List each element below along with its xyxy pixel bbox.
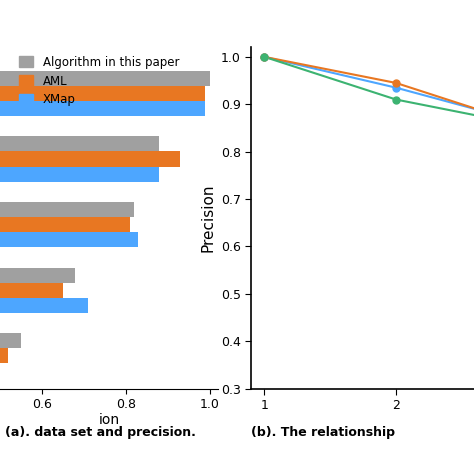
Bar: [0, 298, 88, 313]
Bar: [0, 86, 205, 101]
Bar: [0, 232, 138, 247]
Bar: [0, 283, 63, 298]
Text: (a). data set and precision.: (a). data set and precision.: [5, 426, 196, 439]
Bar: [0, 137, 159, 151]
Bar: [0, 268, 75, 283]
X-axis label: ion: ion: [99, 413, 119, 427]
Bar: [0, 333, 21, 348]
Y-axis label: Precision: Precision: [200, 184, 215, 252]
Bar: [0, 217, 130, 232]
Bar: [0, 101, 205, 116]
Text: (b). The relationship: (b). The relationship: [251, 426, 395, 439]
Bar: [0, 202, 134, 217]
Bar: [0, 71, 210, 86]
Bar: [0, 166, 159, 182]
Bar: [0, 348, 9, 364]
Legend: Algorithm in this paper, AML, XMap: Algorithm in this paper, AML, XMap: [17, 53, 182, 109]
Bar: [0, 151, 180, 166]
